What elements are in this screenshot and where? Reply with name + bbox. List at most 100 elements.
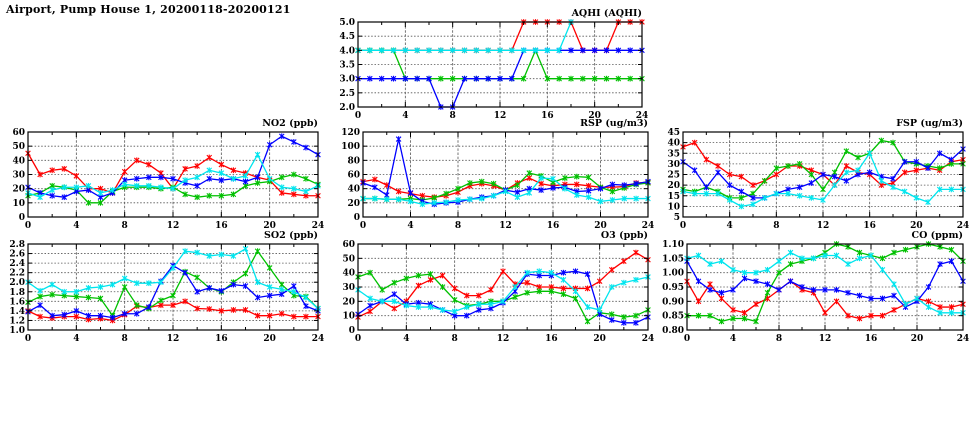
- chart-title-no2: NO2 (ppb): [262, 118, 318, 129]
- svg-text:4: 4: [730, 334, 736, 344]
- svg-text:5: 5: [674, 213, 680, 223]
- svg-text:40: 40: [12, 156, 25, 166]
- svg-text:12: 12: [494, 111, 507, 121]
- svg-text:0: 0: [25, 221, 31, 231]
- svg-text:16: 16: [865, 334, 878, 344]
- svg-text:24: 24: [312, 334, 325, 344]
- svg-text:24: 24: [957, 334, 970, 344]
- svg-text:4.5: 4.5: [339, 32, 355, 42]
- plot-area-o3: 0 10 20 30 40 50 60 0 4 8 12 16 20 24: [342, 240, 655, 344]
- svg-text:2.4: 2.4: [9, 259, 25, 269]
- svg-text:0.85: 0.85: [662, 312, 684, 322]
- svg-text:20: 20: [594, 221, 607, 231]
- svg-text:45: 45: [667, 128, 680, 138]
- svg-text:20: 20: [910, 221, 923, 231]
- svg-text:4.0: 4.0: [339, 46, 355, 56]
- svg-text:20: 20: [911, 334, 924, 344]
- svg-text:20: 20: [347, 199, 360, 209]
- svg-text:100: 100: [341, 142, 360, 152]
- svg-text:10: 10: [667, 202, 680, 212]
- svg-text:16: 16: [541, 111, 554, 121]
- svg-text:4: 4: [403, 334, 409, 344]
- svg-text:0: 0: [684, 334, 690, 344]
- svg-text:1.6: 1.6: [9, 297, 25, 307]
- chart-panel-o3: O3 (ppb) 0 10 20 30 40 50 60 0 4 8 12 16 20 24: [330, 230, 658, 348]
- svg-text:40: 40: [667, 139, 680, 149]
- chart-panel-no2: NO2 (ppb) 0 10 20 30 40 50 60 0 4 8 12 16 20 24: [0, 118, 328, 233]
- chart-title-co: CO (ppm): [911, 230, 963, 241]
- svg-text:1.4: 1.4: [9, 307, 25, 317]
- svg-text:2.6: 2.6: [9, 250, 25, 260]
- svg-text:30: 30: [667, 160, 680, 170]
- svg-text:0.80: 0.80: [662, 326, 684, 336]
- svg-text:2.8: 2.8: [9, 240, 25, 250]
- page-title: Airport, Pump House 1, 20200118-20200121: [6, 3, 291, 16]
- svg-text:2.2: 2.2: [9, 269, 25, 279]
- svg-text:2.5: 2.5: [339, 89, 355, 99]
- plot-area-so2: 1.01.21.41.61.82.02.22.42.62.8 0 4 8 12 16 20 2…: [9, 240, 325, 344]
- plot-area-aqhi: 2.0 2.5 3.0 3.5 4.0 4.5 5.0 0 4 8 12 16 20 24: [339, 18, 649, 121]
- svg-text:25: 25: [667, 171, 680, 181]
- plot-area-no2: 0 10 20 30 40 50 60 0 4 8 12 16 20 24: [12, 128, 325, 231]
- svg-text:12: 12: [167, 221, 180, 231]
- svg-text:16: 16: [547, 221, 560, 231]
- svg-text:3.5: 3.5: [339, 61, 355, 71]
- svg-text:20: 20: [263, 334, 276, 344]
- svg-text:40: 40: [342, 269, 355, 279]
- svg-text:4: 4: [402, 111, 408, 121]
- svg-text:15: 15: [667, 192, 680, 202]
- svg-text:12: 12: [819, 334, 832, 344]
- svg-text:12: 12: [497, 334, 510, 344]
- svg-text:3.0: 3.0: [339, 75, 355, 85]
- svg-text:8: 8: [122, 221, 128, 231]
- svg-text:8: 8: [773, 221, 779, 231]
- plot-area-co: 0.80 0.85 0.90 0.95 1.00 1.05 1.10 0 4 8 12 16 20 24: [662, 240, 970, 344]
- svg-text:24: 24: [312, 221, 325, 231]
- svg-text:10: 10: [12, 199, 25, 209]
- svg-text:1.0: 1.0: [9, 326, 25, 336]
- svg-text:8: 8: [776, 334, 782, 344]
- svg-text:20: 20: [588, 111, 601, 121]
- svg-text:2.0: 2.0: [9, 278, 25, 288]
- chart-title-aqhi: AQHI (AQHI): [571, 8, 642, 19]
- svg-text:1.05: 1.05: [662, 254, 684, 264]
- svg-text:8: 8: [450, 111, 456, 121]
- chart-panel-so2: SO2 (ppb) 1.0 1.2 1.4 1.6 1.8 2.0 2.2 2.4 2.6 2.8 0…: [0, 230, 328, 348]
- svg-text:4: 4: [73, 221, 79, 231]
- svg-text:4: 4: [73, 334, 79, 344]
- svg-text:0: 0: [354, 213, 360, 223]
- svg-text:50: 50: [342, 254, 355, 264]
- svg-text:30: 30: [12, 171, 25, 181]
- svg-text:16: 16: [215, 334, 228, 344]
- svg-text:16: 16: [215, 221, 228, 231]
- svg-text:20: 20: [342, 297, 355, 307]
- svg-text:35: 35: [667, 149, 680, 159]
- chart-panel-aqhi: AQHI (AQHI) 2.0 2.5 3.0 3.5 4.0 4.5 5.0 0 4 8 12 16 2…: [330, 8, 652, 123]
- svg-text:0: 0: [349, 326, 355, 336]
- svg-text:10: 10: [342, 312, 355, 322]
- svg-text:60: 60: [342, 240, 355, 250]
- svg-text:0.95: 0.95: [662, 283, 684, 293]
- svg-text:24: 24: [957, 221, 970, 231]
- svg-text:0: 0: [355, 111, 361, 121]
- svg-text:0: 0: [360, 221, 366, 231]
- svg-text:20: 20: [667, 181, 680, 191]
- svg-text:60: 60: [12, 128, 25, 138]
- svg-text:24: 24: [642, 334, 655, 344]
- svg-text:12: 12: [499, 221, 512, 231]
- chart-panel-fsp: FSP (ug/m3) 5 10 15 20 25 30 35 40 45 0 4 8 12 16 20 24: [655, 118, 973, 233]
- svg-text:12: 12: [817, 221, 830, 231]
- svg-text:0: 0: [25, 334, 31, 344]
- svg-text:24: 24: [642, 221, 655, 231]
- svg-text:20: 20: [12, 185, 25, 195]
- plot-area-rsp: 0 20 40 60 80 100 120 0 4 8 12 16 20 24: [341, 128, 655, 231]
- svg-text:24: 24: [636, 111, 649, 121]
- svg-text:40: 40: [347, 185, 360, 195]
- svg-text:8: 8: [452, 334, 458, 344]
- svg-text:20: 20: [593, 334, 606, 344]
- svg-text:4: 4: [727, 221, 733, 231]
- svg-text:16: 16: [863, 221, 876, 231]
- chart-title-o3: O3 (ppb): [600, 230, 648, 241]
- chart-title-rsp: RSP (ug/m3): [580, 118, 648, 129]
- chart-panel-rsp: RSP (ug/m3) 0 20 40 60 80 100 120 0 4 8 12 16 20 24: [330, 118, 658, 233]
